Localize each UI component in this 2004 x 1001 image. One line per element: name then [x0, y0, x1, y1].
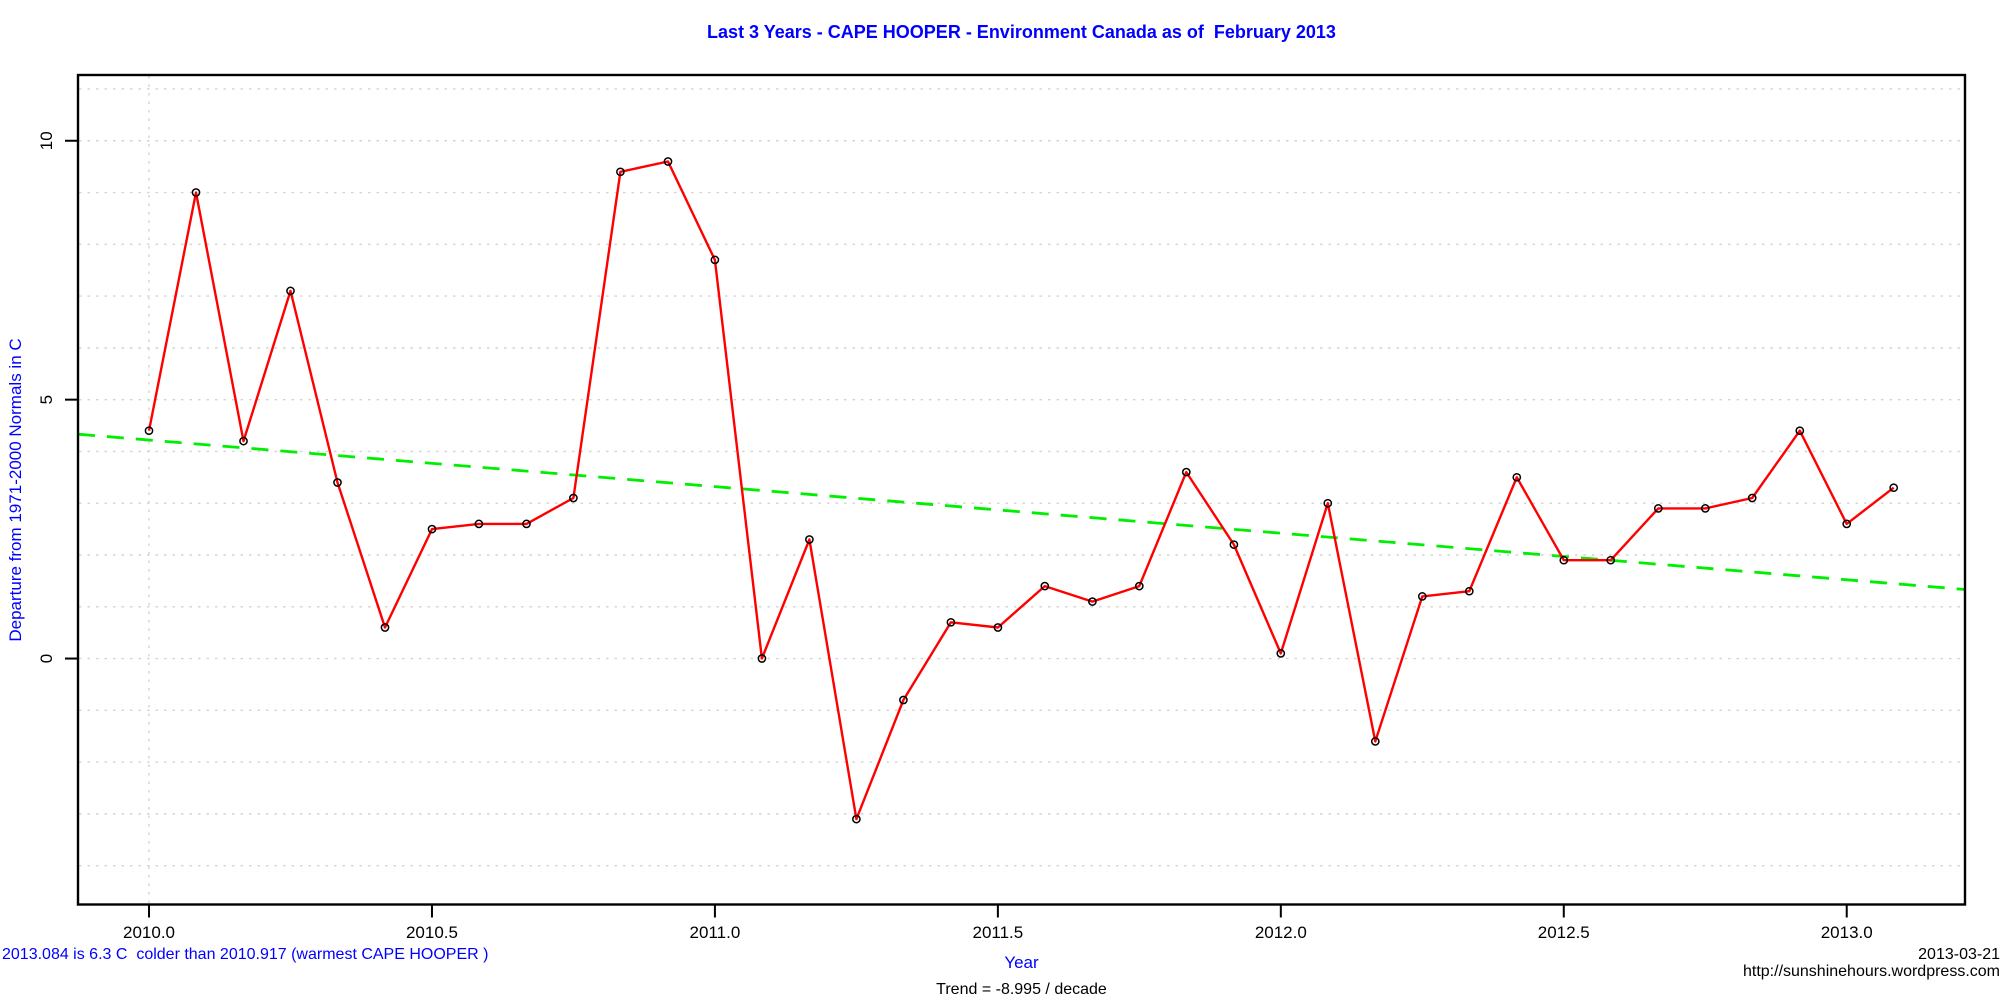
- data-point-marker: [1088, 597, 1097, 606]
- data-point-marker: [616, 167, 625, 177]
- data-point-marker: [1700, 504, 1710, 513]
- data-point-marker: [899, 695, 908, 705]
- data-point-marker: [1323, 498, 1333, 508]
- data-point-marker: [239, 436, 248, 446]
- footnote-warmest-comparison: 2013.084 is 6.3 C colder than 2010.917 (…: [2, 946, 489, 963]
- data-point-marker: [663, 157, 673, 166]
- x-tick-label: 2011.5: [973, 923, 1024, 942]
- footnote-url: http://sunshinehours.wordpress.com: [1742, 963, 2000, 980]
- data-point-marker: [191, 188, 201, 197]
- data-point-marker: [427, 524, 437, 534]
- data-point-marker: [1229, 540, 1239, 549]
- data-point-marker: [1464, 586, 1474, 596]
- x-tick-label: 2013.0: [1821, 923, 1873, 942]
- data-point-marker: [474, 519, 484, 529]
- x-tick-label: 2010.0: [123, 923, 175, 942]
- data-point-marker: [1512, 472, 1522, 482]
- data-series-line: [147, 160, 1895, 821]
- data-point-marker: [1040, 581, 1050, 591]
- chart-title: Last 3 Years - CAPE HOOPER - Environment…: [707, 22, 1336, 42]
- x-tick-label: 2012.5: [1538, 923, 1590, 942]
- data-point-marker: [946, 617, 956, 627]
- data-point-marker: [1559, 555, 1569, 565]
- plot-frame: [76, 73, 1967, 906]
- data-point-marker: [852, 814, 861, 824]
- data-point-marker: [1842, 519, 1852, 529]
- data-point-marker: [522, 519, 531, 529]
- data-point-marker: [1276, 649, 1286, 658]
- data-point-marker: [1795, 426, 1805, 436]
- x-tick-label: 2011.0: [690, 923, 741, 942]
- data-point-marker: [286, 286, 295, 296]
- data-point-marker: [1653, 504, 1663, 513]
- trend-line: [77, 432, 1966, 591]
- data-point-marker: [710, 255, 720, 265]
- data-point-marker: [1181, 467, 1191, 477]
- footnote-date: 2013-03-21: [1918, 946, 2000, 963]
- data-point-marker: [144, 426, 154, 436]
- data-point-marker: [380, 623, 390, 632]
- y-tick-label: 0: [37, 654, 56, 663]
- data-point-marker: [757, 654, 767, 663]
- x-axis-title: Year: [1004, 953, 1039, 972]
- trend-caption: Trend = -8.995 / decade: [936, 981, 1107, 998]
- y-tick-label: 10: [37, 131, 56, 150]
- data-point-marker: [1417, 592, 1427, 601]
- data-point-marker: [1134, 581, 1144, 591]
- data-point-marker: [569, 493, 578, 503]
- data-point-marker: [333, 478, 342, 487]
- x-tick-label: 2010.5: [406, 923, 458, 942]
- data-point-marker: [1370, 737, 1380, 746]
- data-point-marker: [1747, 493, 1757, 503]
- data-point-marker: [1889, 483, 1899, 493]
- data-point-marker: [805, 535, 814, 544]
- y-tick-label: 5: [37, 395, 56, 404]
- data-point-marker: [1606, 555, 1616, 565]
- data-point-marker: [993, 623, 1003, 632]
- x-tick-label: 2012.0: [1255, 923, 1307, 942]
